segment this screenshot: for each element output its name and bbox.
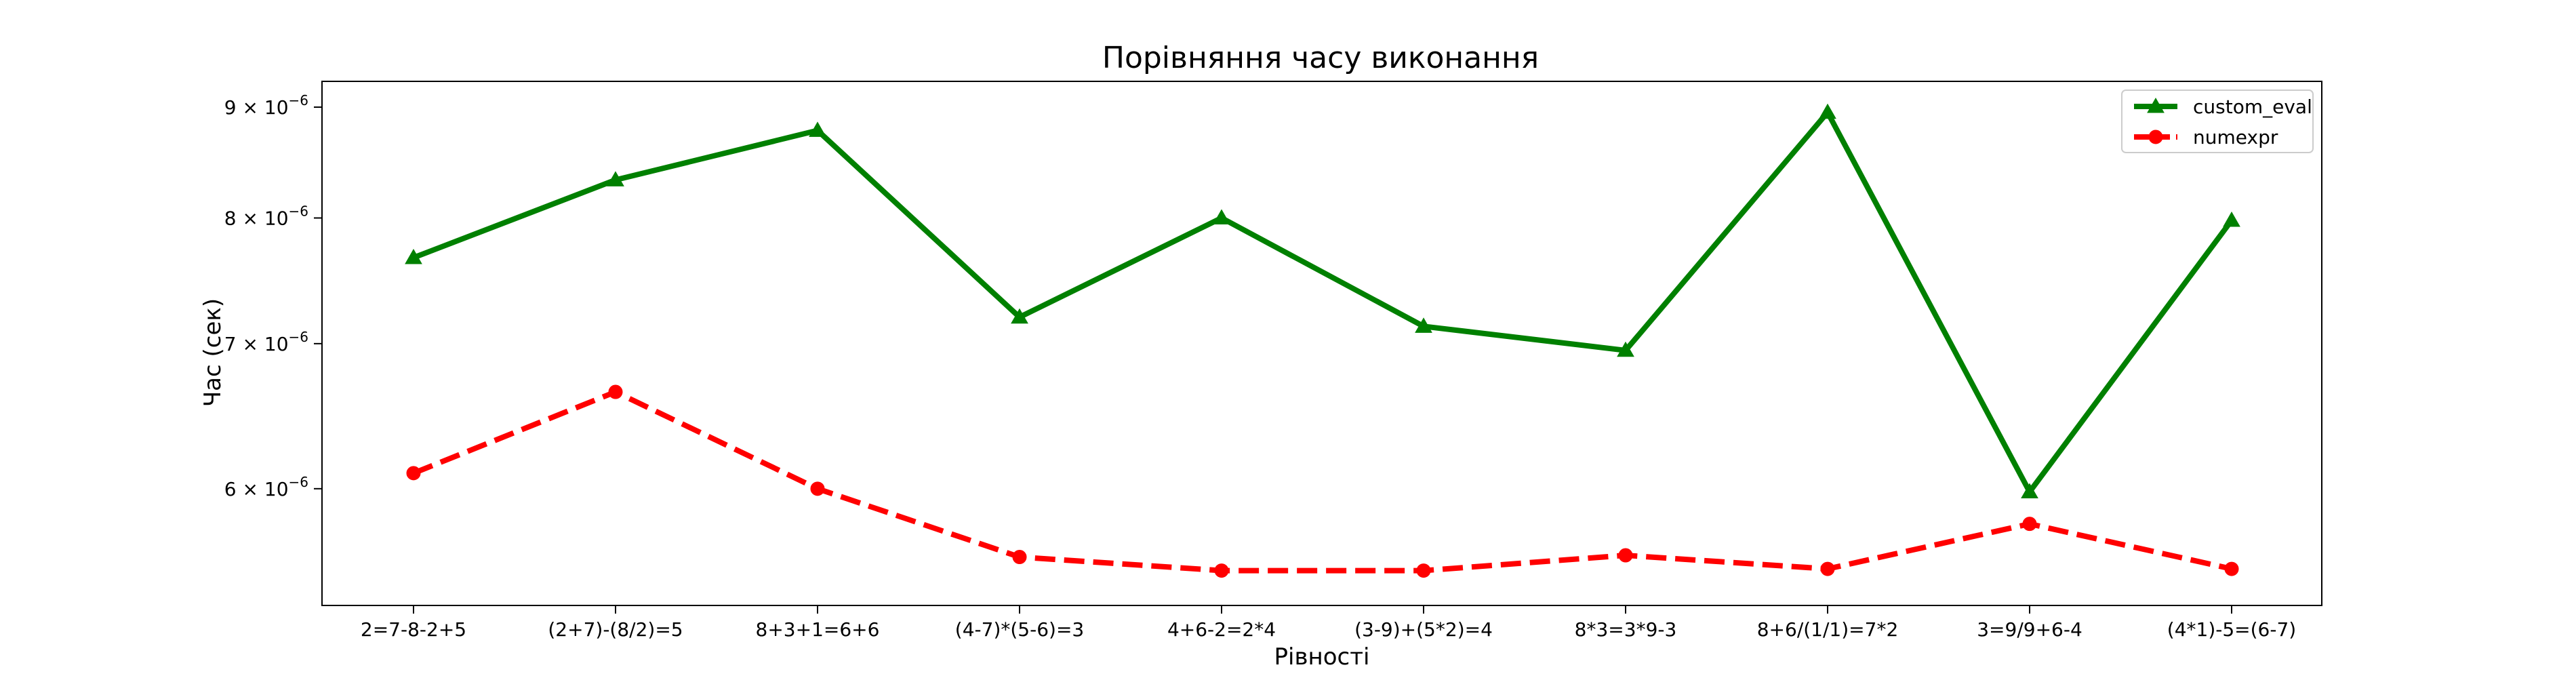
chart-title: Порівняння часу виконання [1102,41,1539,75]
x-tick-label: 8*3=3*9-3 [1575,618,1677,641]
x-axis: 2=7-8-2+5 (2+7)-(8/2)=5 8+3+1=6+6 (4-7)*(5-… [361,605,2296,641]
data-point-numexpr [406,466,421,481]
series-line-numexpr [412,389,2232,574]
series-layer [405,103,2240,578]
y-axis-label: Час (сек) [199,298,226,407]
data-point-custom-eval [1415,317,1432,333]
data-point-numexpr [2022,517,2037,532]
data-point-custom-eval [1213,209,1230,225]
x-axis-label: Рівності [1274,643,1370,671]
data-point-numexpr [1618,548,1633,563]
data-point-custom-eval [2223,211,2240,227]
x-tick-label: 3=9/9+6-4 [1977,618,2082,641]
y-axis: 6 × 10−6 7 × 10−6 8 × 10−6 9 × 10−6 [224,92,322,500]
data-point-numexpr [1012,550,1027,565]
data-point-numexpr [810,481,825,496]
x-tick-label: (4-7)*(5-6)=3 [955,618,1084,641]
data-point-custom-eval [1819,103,1836,119]
x-tick-label: 2=7-8-2+5 [361,618,466,641]
x-tick-label: (4*1)-5=(6-7) [2167,618,2296,641]
legend-label-custom-eval: custom_eval [2193,96,2312,118]
y-tick-label: 7 × 10−6 [224,329,308,355]
legend-marker-numexpr [2148,129,2163,144]
data-point-numexpr [1416,563,1431,578]
x-tick-label: (3-9)+(5*2)=4 [1354,618,1493,641]
data-point-numexpr [1214,563,1229,578]
data-point-custom-eval [1617,341,1634,357]
data-point-custom-eval [405,248,422,264]
data-point-numexpr [2224,561,2239,576]
data-point-custom-eval [1011,308,1028,324]
data-point-numexpr [608,384,623,399]
data-point-custom-eval [809,121,826,137]
data-point-numexpr [1820,561,1835,576]
x-tick-label: 8+6/(1/1)=7*2 [1757,618,1899,641]
y-tick-label: 8 × 10−6 [224,203,308,230]
legend-label-numexpr: numexpr [2193,126,2278,148]
data-point-custom-eval [2021,483,2038,498]
y-tick-label: 6 × 10−6 [224,474,308,500]
series-line-custom-eval [412,109,2234,495]
x-tick-label: 4+6-2=2*4 [1167,618,1276,641]
x-tick-label: 8+3+1=6+6 [756,618,880,641]
y-tick-label: 9 × 10−6 [224,92,308,119]
x-tick-label: (2+7)-(8/2)=5 [548,618,683,641]
legend-marker-custom-eval [2147,97,2165,113]
data-point-custom-eval [607,171,624,186]
